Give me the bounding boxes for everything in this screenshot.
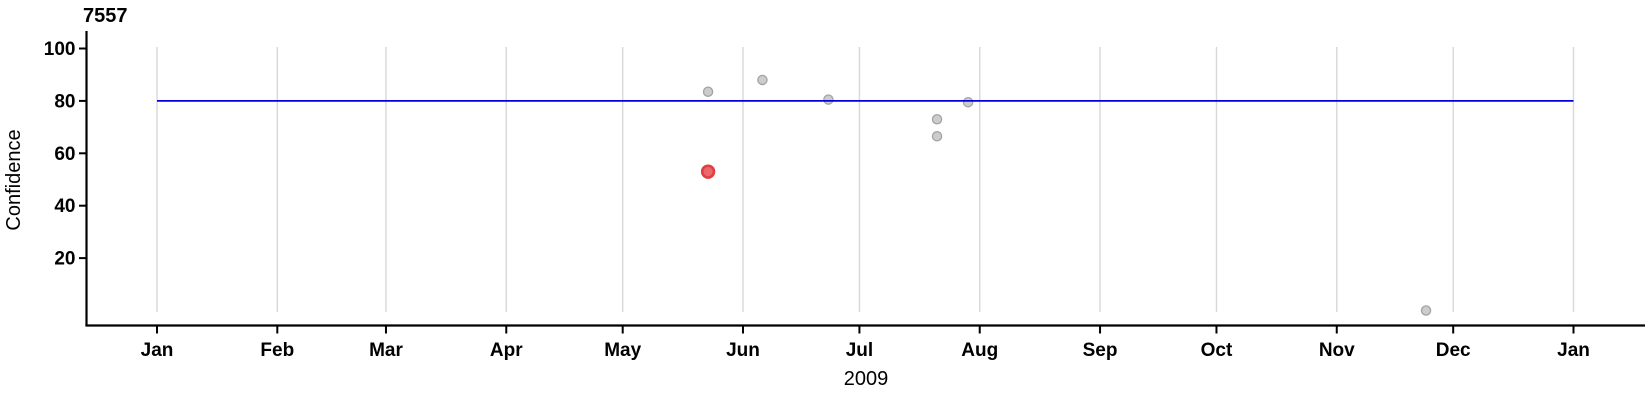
y-tick-label: 100: [44, 39, 76, 60]
x-tick-label: Jun: [726, 340, 760, 361]
data-point: [931, 131, 943, 142]
x-tick-label: Dec: [1436, 340, 1471, 361]
y-axis-title: Confidence: [3, 129, 25, 231]
y-tick-label: 60: [54, 144, 75, 165]
x-tick-label: Nov: [1319, 340, 1355, 361]
data-point: [1420, 305, 1432, 316]
y-tick-label: 80: [54, 91, 75, 112]
x-tick-label: May: [604, 340, 641, 361]
data-point: [962, 96, 974, 108]
data-point: [757, 74, 768, 86]
x-tick-label: Jan: [1557, 340, 1590, 361]
x-tick-label: Sep: [1083, 340, 1118, 361]
data-point: [702, 86, 714, 97]
x-tick-label: Jul: [846, 340, 873, 361]
data-point: [823, 94, 834, 105]
y-tick-label: 40: [54, 196, 75, 217]
x-tick-label: Apr: [490, 340, 523, 361]
alarm-data-point: [700, 164, 716, 179]
x-tick-label: Jan: [141, 340, 174, 361]
data-point: [931, 113, 943, 125]
x-tick-label: Aug: [961, 340, 998, 361]
x-tick-label: Oct: [1201, 340, 1233, 361]
x-axis-title: 2009: [843, 368, 889, 390]
chart-title: 7557: [83, 5, 128, 27]
x-tick-label: Mar: [369, 340, 403, 361]
y-tick-label: 20: [54, 249, 75, 270]
x-tick-label: Feb: [260, 340, 294, 361]
